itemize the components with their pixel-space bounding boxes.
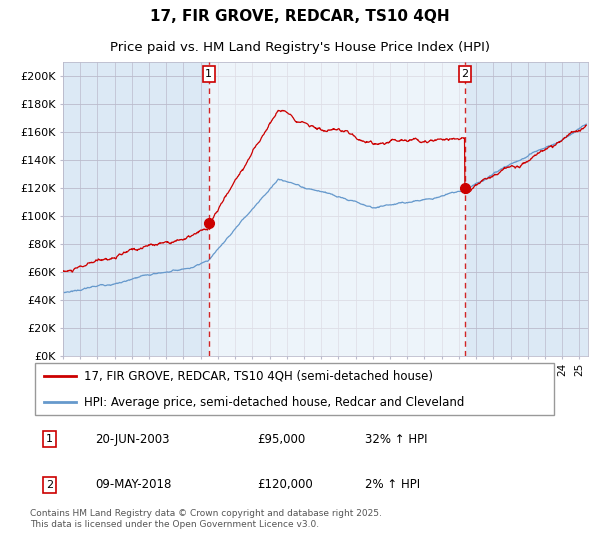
Text: Price paid vs. HM Land Registry's House Price Index (HPI): Price paid vs. HM Land Registry's House … bbox=[110, 41, 490, 54]
FancyBboxPatch shape bbox=[35, 363, 554, 415]
Text: 2: 2 bbox=[461, 69, 469, 79]
Text: 17, FIR GROVE, REDCAR, TS10 4QH (semi-detached house): 17, FIR GROVE, REDCAR, TS10 4QH (semi-de… bbox=[84, 370, 433, 383]
Text: 32% ↑ HPI: 32% ↑ HPI bbox=[365, 433, 427, 446]
Text: 1: 1 bbox=[205, 69, 212, 79]
Text: 2: 2 bbox=[46, 480, 53, 489]
Bar bbox=[209, 62, 465, 356]
Text: 09-MAY-2018: 09-MAY-2018 bbox=[95, 478, 171, 491]
Text: £95,000: £95,000 bbox=[257, 433, 305, 446]
Text: £120,000: £120,000 bbox=[257, 478, 313, 491]
Text: 1: 1 bbox=[46, 435, 53, 444]
Text: 17, FIR GROVE, REDCAR, TS10 4QH: 17, FIR GROVE, REDCAR, TS10 4QH bbox=[150, 9, 450, 24]
Text: 20-JUN-2003: 20-JUN-2003 bbox=[95, 433, 169, 446]
Text: 2% ↑ HPI: 2% ↑ HPI bbox=[365, 478, 420, 491]
Text: HPI: Average price, semi-detached house, Redcar and Cleveland: HPI: Average price, semi-detached house,… bbox=[84, 395, 464, 409]
Text: Contains HM Land Registry data © Crown copyright and database right 2025.
This d: Contains HM Land Registry data © Crown c… bbox=[30, 509, 382, 529]
